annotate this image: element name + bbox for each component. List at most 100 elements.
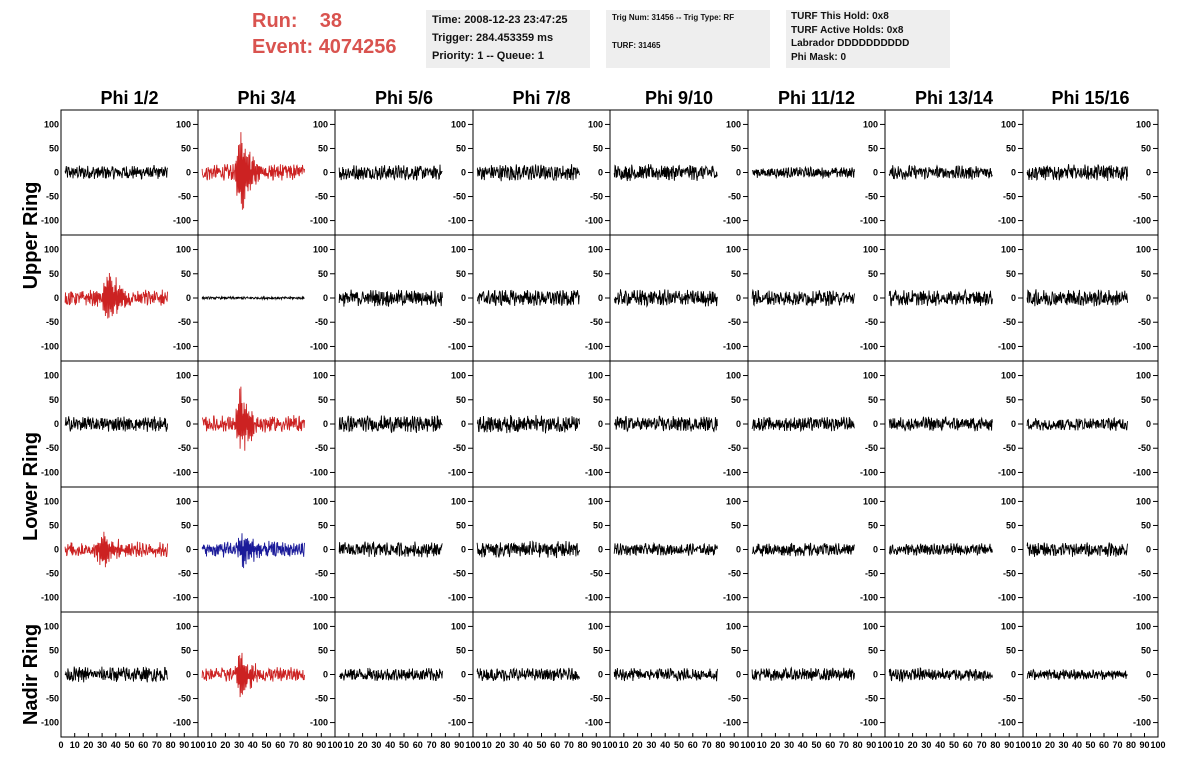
y-tick-label: -100 [998,593,1016,603]
x-tick-label: 70 [427,740,437,750]
y-tick-label: 50 [868,395,878,405]
waveform-trace [614,415,718,433]
x-tick-label: 60 [1099,740,1109,750]
y-tick-label: 0 [323,419,328,429]
y-tick-label: -50 [178,443,191,453]
left-y-tick-label: 0 [54,293,59,303]
y-tick-label: -50 [315,443,328,453]
x-tick-label: 100 [740,740,755,750]
event-line: Event: 4074256 [252,34,397,60]
y-tick-label: 100 [451,371,466,381]
y-tick-label: 0 [1146,168,1151,178]
x-tick-label: 90 [1139,740,1149,750]
x-tick-label: 60 [138,740,148,750]
y-tick-label: -100 [723,216,741,226]
x-tick-label: 90 [729,740,739,750]
y-tick-label: 0 [1011,670,1016,680]
waveform-trace [338,667,443,681]
x-tick-label: 60 [825,740,835,750]
left-y-tick-label: 0 [54,419,59,429]
y-tick-label: -50 [453,694,466,704]
run-line: Run: 38 [252,8,397,34]
waveform-trace [1026,164,1128,182]
y-tick-label: 100 [313,621,328,631]
y-tick-label: 50 [731,520,741,530]
waveform-trace [1026,289,1128,307]
y-tick-label: 100 [176,371,191,381]
y-tick-label: -100 [310,341,328,351]
y-tick-label: 100 [588,621,603,631]
trigger-line: Trigger: 284.453359 ms [432,32,554,44]
y-tick-label: 50 [181,395,191,405]
row-title: Nadir Ring [20,624,42,725]
y-tick-label: 0 [186,545,191,555]
run-value: 38 [319,10,343,32]
left-y-tick-label: 100 [44,371,59,381]
column-title: Phi 3/4 [237,88,295,108]
y-tick-label: 0 [323,670,328,680]
waveform-trace [613,164,718,182]
y-tick-label: -50 [590,443,603,453]
y-tick-label: 0 [461,168,466,178]
y-tick-label: -50 [728,569,741,579]
y-tick-label: -100 [310,216,328,226]
x-tick-label: 40 [660,740,670,750]
waveform-trace [613,667,718,682]
y-tick-label: -50 [728,694,741,704]
y-tick-label: -50 [590,192,603,202]
left-y-tick-label: 100 [44,621,59,631]
y-tick-label: -100 [723,341,741,351]
waveform-trace [201,132,305,210]
y-tick-label: -100 [173,216,191,226]
column-title: Phi 1/2 [100,88,158,108]
y-tick-label: -50 [178,694,191,704]
y-tick-label: 100 [451,496,466,506]
left-y-tick-label: 50 [49,520,59,530]
y-tick-label: 50 [456,395,466,405]
y-tick-label: -50 [865,569,878,579]
left-y-tick-label: 100 [44,245,59,255]
waveform-trace [751,288,855,307]
y-tick-label: 0 [736,168,741,178]
left-y-tick-label: -100 [41,341,59,351]
waveform-trace [201,386,305,451]
y-tick-label: 0 [873,168,878,178]
run-event-block: Run: 38 Event: 4074256 [252,8,397,60]
x-tick-label: 10 [1031,740,1041,750]
waveform-trace [613,541,718,556]
y-tick-label: -50 [315,694,328,704]
y-tick-label: 0 [323,293,328,303]
waveform-trace [64,165,168,180]
waveform-trace [476,667,580,682]
waveform-trace [201,295,305,301]
y-tick-label: -50 [1003,569,1016,579]
y-tick-label: -100 [448,467,466,477]
y-tick-label: -100 [1133,216,1151,226]
y-tick-label: 100 [863,621,878,631]
y-tick-label: -50 [728,317,741,327]
y-tick-label: 0 [186,293,191,303]
y-tick-label: -100 [860,341,878,351]
waveform-trace [338,164,443,181]
x-tick-label: 0 [58,740,63,750]
y-tick-label: 50 [1141,269,1151,279]
x-tick-label: 90 [866,740,876,750]
y-tick-label: 100 [1136,621,1151,631]
y-tick-label: 50 [318,395,328,405]
y-tick-label: -100 [448,341,466,351]
waveform-trace [476,289,580,307]
x-tick-label: 50 [261,740,271,750]
left-y-tick-label: 0 [54,670,59,680]
turf-line: TURF: 31465 [612,41,661,50]
left-y-tick-label: -100 [41,216,59,226]
y-tick-label: 100 [451,245,466,255]
y-tick-label: -100 [448,718,466,728]
waveform-trace [1026,416,1128,431]
x-tick-label: 100 [327,740,342,750]
waveform-trace [888,667,993,683]
y-tick-label: 0 [598,419,603,429]
x-tick-label: 60 [688,740,698,750]
y-tick-label: -100 [310,467,328,477]
y-tick-label: 50 [731,645,741,655]
y-tick-label: 100 [726,621,741,631]
